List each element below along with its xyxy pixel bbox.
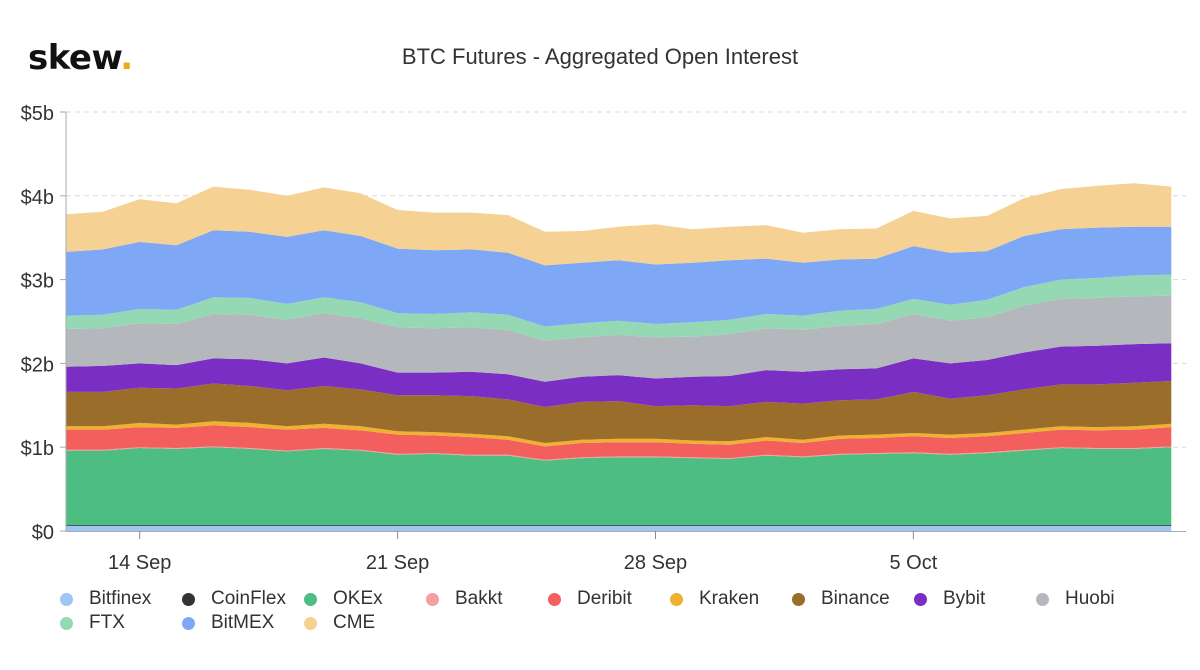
x-tick-label: 21 Sep bbox=[366, 552, 429, 574]
legend-marker bbox=[60, 592, 73, 606]
area-bitfinex bbox=[66, 526, 1172, 531]
legend-item[interactable]: BitMEX bbox=[182, 612, 274, 634]
legend-label: CoinFlex bbox=[211, 588, 286, 609]
y-tick-label: $1b bbox=[21, 438, 54, 460]
y-tick-label: $5b bbox=[21, 103, 54, 125]
legend-label: Bitfinex bbox=[89, 588, 152, 609]
legend-marker bbox=[182, 592, 195, 606]
y-tick-label: $3b bbox=[21, 271, 54, 293]
legend-item[interactable]: Deribit bbox=[548, 588, 632, 610]
area-binance bbox=[66, 381, 1172, 443]
legend-item[interactable]: Bitfinex bbox=[60, 588, 151, 610]
skew-logo: skew. bbox=[28, 38, 133, 78]
legend-marker bbox=[914, 592, 927, 606]
legend-label: Kraken bbox=[699, 588, 760, 609]
logo-dot: . bbox=[120, 38, 133, 78]
area-huobi bbox=[66, 295, 1172, 382]
legend-label: OKEx bbox=[333, 588, 383, 609]
legend-label: Huobi bbox=[1065, 588, 1115, 609]
legend-label: Binance bbox=[821, 588, 890, 609]
legend-item[interactable]: Bakkt bbox=[426, 588, 503, 610]
legend-item[interactable]: OKEx bbox=[304, 588, 383, 610]
legend-marker bbox=[670, 592, 683, 606]
legend-item[interactable]: Huobi bbox=[1036, 588, 1115, 610]
legend-item[interactable]: Bybit bbox=[914, 588, 985, 610]
x-tick-label: 28 Sep bbox=[624, 552, 687, 574]
legend-marker bbox=[60, 616, 73, 630]
legend-label: Deribit bbox=[577, 588, 632, 609]
legend-item[interactable]: Kraken bbox=[670, 588, 759, 610]
area-bakkt bbox=[66, 446, 1172, 461]
legend-label: BitMEX bbox=[211, 612, 275, 633]
y-tick-label: $0 bbox=[32, 522, 54, 544]
legend-item[interactable]: Binance bbox=[792, 588, 890, 610]
legend-item[interactable]: CME bbox=[304, 612, 375, 634]
legend-item[interactable]: FTX bbox=[60, 612, 125, 634]
legend-marker bbox=[304, 616, 317, 630]
legend-marker bbox=[1036, 592, 1049, 606]
legend-label: Bakkt bbox=[455, 588, 503, 609]
legend-marker bbox=[304, 592, 317, 606]
legend-label: CME bbox=[333, 612, 376, 633]
area-bitmex bbox=[66, 226, 1172, 327]
area-deribit bbox=[66, 425, 1172, 460]
y-tick-label: $2b bbox=[21, 354, 54, 376]
legend-label: Bybit bbox=[943, 588, 986, 609]
legend-marker bbox=[548, 592, 561, 606]
axis-layer: $0 $1b $2b $3b $4b $5b 14 Sep 21 Sep 28 Sep 5 Oct bbox=[21, 103, 1186, 574]
area-cme bbox=[66, 183, 1172, 266]
area-ftx bbox=[66, 274, 1172, 341]
area-okex bbox=[66, 447, 1172, 526]
x-tick-label: 5 Oct bbox=[889, 552, 937, 574]
legend-marker bbox=[426, 592, 439, 606]
y-tick-label: $4b bbox=[21, 187, 54, 209]
area-kraken bbox=[66, 421, 1172, 447]
area-bybit bbox=[66, 343, 1172, 407]
chart-title: BTC Futures - Aggregated Open Interest bbox=[401, 44, 799, 69]
legend-label: FTX bbox=[89, 612, 125, 633]
legend-item[interactable]: CoinFlex bbox=[182, 588, 286, 610]
area-layer bbox=[66, 183, 1172, 531]
legend-marker bbox=[792, 592, 805, 606]
logo-text: skew bbox=[28, 38, 121, 78]
x-tick-label: 14 Sep bbox=[108, 552, 171, 574]
legend-marker bbox=[182, 616, 195, 630]
area-coinflex bbox=[66, 525, 1172, 526]
